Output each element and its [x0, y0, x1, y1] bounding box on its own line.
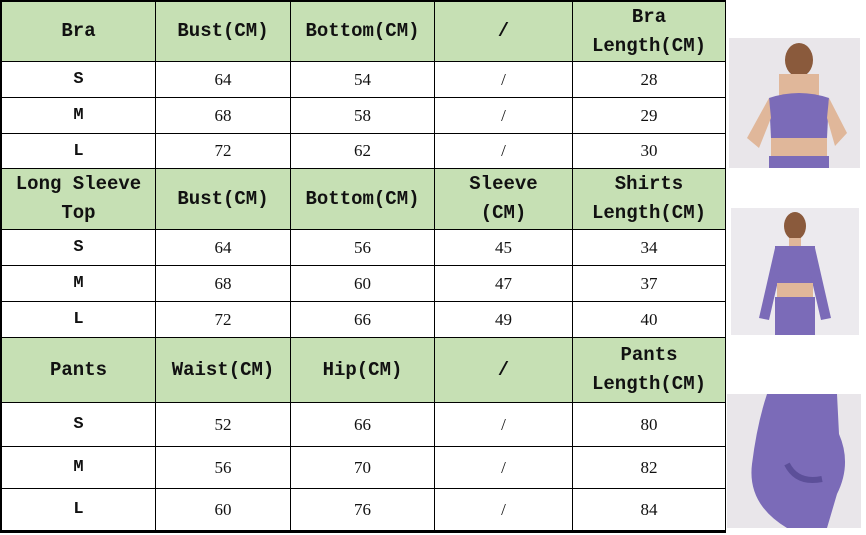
table-cell: 68: [156, 266, 291, 302]
table-cell: 76: [291, 489, 435, 531]
purple-long-sleeve-top-model-image: [731, 208, 859, 335]
table-cell: 37: [573, 266, 726, 302]
header-length: Shirts Length(CM): [573, 169, 726, 230]
table-cell: 34: [573, 230, 726, 266]
table-cell: /: [435, 98, 573, 134]
table-cell: 82: [573, 447, 726, 489]
table-cell: 29: [573, 98, 726, 134]
table-cell: 80: [573, 403, 726, 447]
table-cell: 54: [291, 62, 435, 98]
table-cell: /: [435, 134, 573, 169]
table-cell: 60: [291, 266, 435, 302]
table-cell: 72: [156, 302, 291, 338]
size-label: S: [2, 62, 156, 98]
size-label: M: [2, 447, 156, 489]
header-length: Pants Length(CM): [573, 338, 726, 403]
table-cell: 70: [291, 447, 435, 489]
table-cell: 62: [291, 134, 435, 169]
size-label: S: [2, 230, 156, 266]
header-measure-1: Bust(CM): [156, 2, 291, 62]
table-cell: 72: [156, 134, 291, 169]
purple-leggings-model-image: [727, 394, 861, 528]
table-cell: 56: [291, 230, 435, 266]
header-item: Bra: [2, 2, 156, 62]
table-cell: /: [435, 489, 573, 531]
size-label: L: [2, 302, 156, 338]
size-label: S: [2, 403, 156, 447]
size-label: M: [2, 266, 156, 302]
table-cell: 60: [156, 489, 291, 531]
header-measure-1: Bust(CM): [156, 169, 291, 230]
table-cell: 28: [573, 62, 726, 98]
size-label: L: [2, 489, 156, 531]
table-cell: 68: [156, 98, 291, 134]
section-divider: [0, 530, 726, 533]
header-measure-3: /: [435, 2, 573, 62]
header-measure-2: Hip(CM): [291, 338, 435, 403]
table-cell: 30: [573, 134, 726, 169]
table-cell: 52: [156, 403, 291, 447]
table-cell: /: [435, 62, 573, 98]
table-cell: 49: [435, 302, 573, 338]
table-cell: /: [435, 447, 573, 489]
header-measure-2: Bottom(CM): [291, 2, 435, 62]
header-item: Pants: [2, 338, 156, 403]
header-measure-3: Sleeve (CM): [435, 169, 573, 230]
header-measure-1: Waist(CM): [156, 338, 291, 403]
table-cell: 58: [291, 98, 435, 134]
table-cell: 64: [156, 230, 291, 266]
table-cell: 45: [435, 230, 573, 266]
header-measure-3: /: [435, 338, 573, 403]
header-measure-2: Bottom(CM): [291, 169, 435, 230]
table-cell: 84: [573, 489, 726, 531]
table-cell: 40: [573, 302, 726, 338]
table-cell: 47: [435, 266, 573, 302]
purple-sports-bra-model-image: [729, 38, 860, 168]
header-length: Bra Length(CM): [573, 2, 726, 62]
table-cell: 64: [156, 62, 291, 98]
table-cell: /: [435, 403, 573, 447]
table-cell: 66: [291, 302, 435, 338]
table-cell: 56: [156, 447, 291, 489]
size-label: M: [2, 98, 156, 134]
size-label: L: [2, 134, 156, 169]
header-item: Long Sleeve Top: [2, 169, 156, 230]
table-cell: 66: [291, 403, 435, 447]
